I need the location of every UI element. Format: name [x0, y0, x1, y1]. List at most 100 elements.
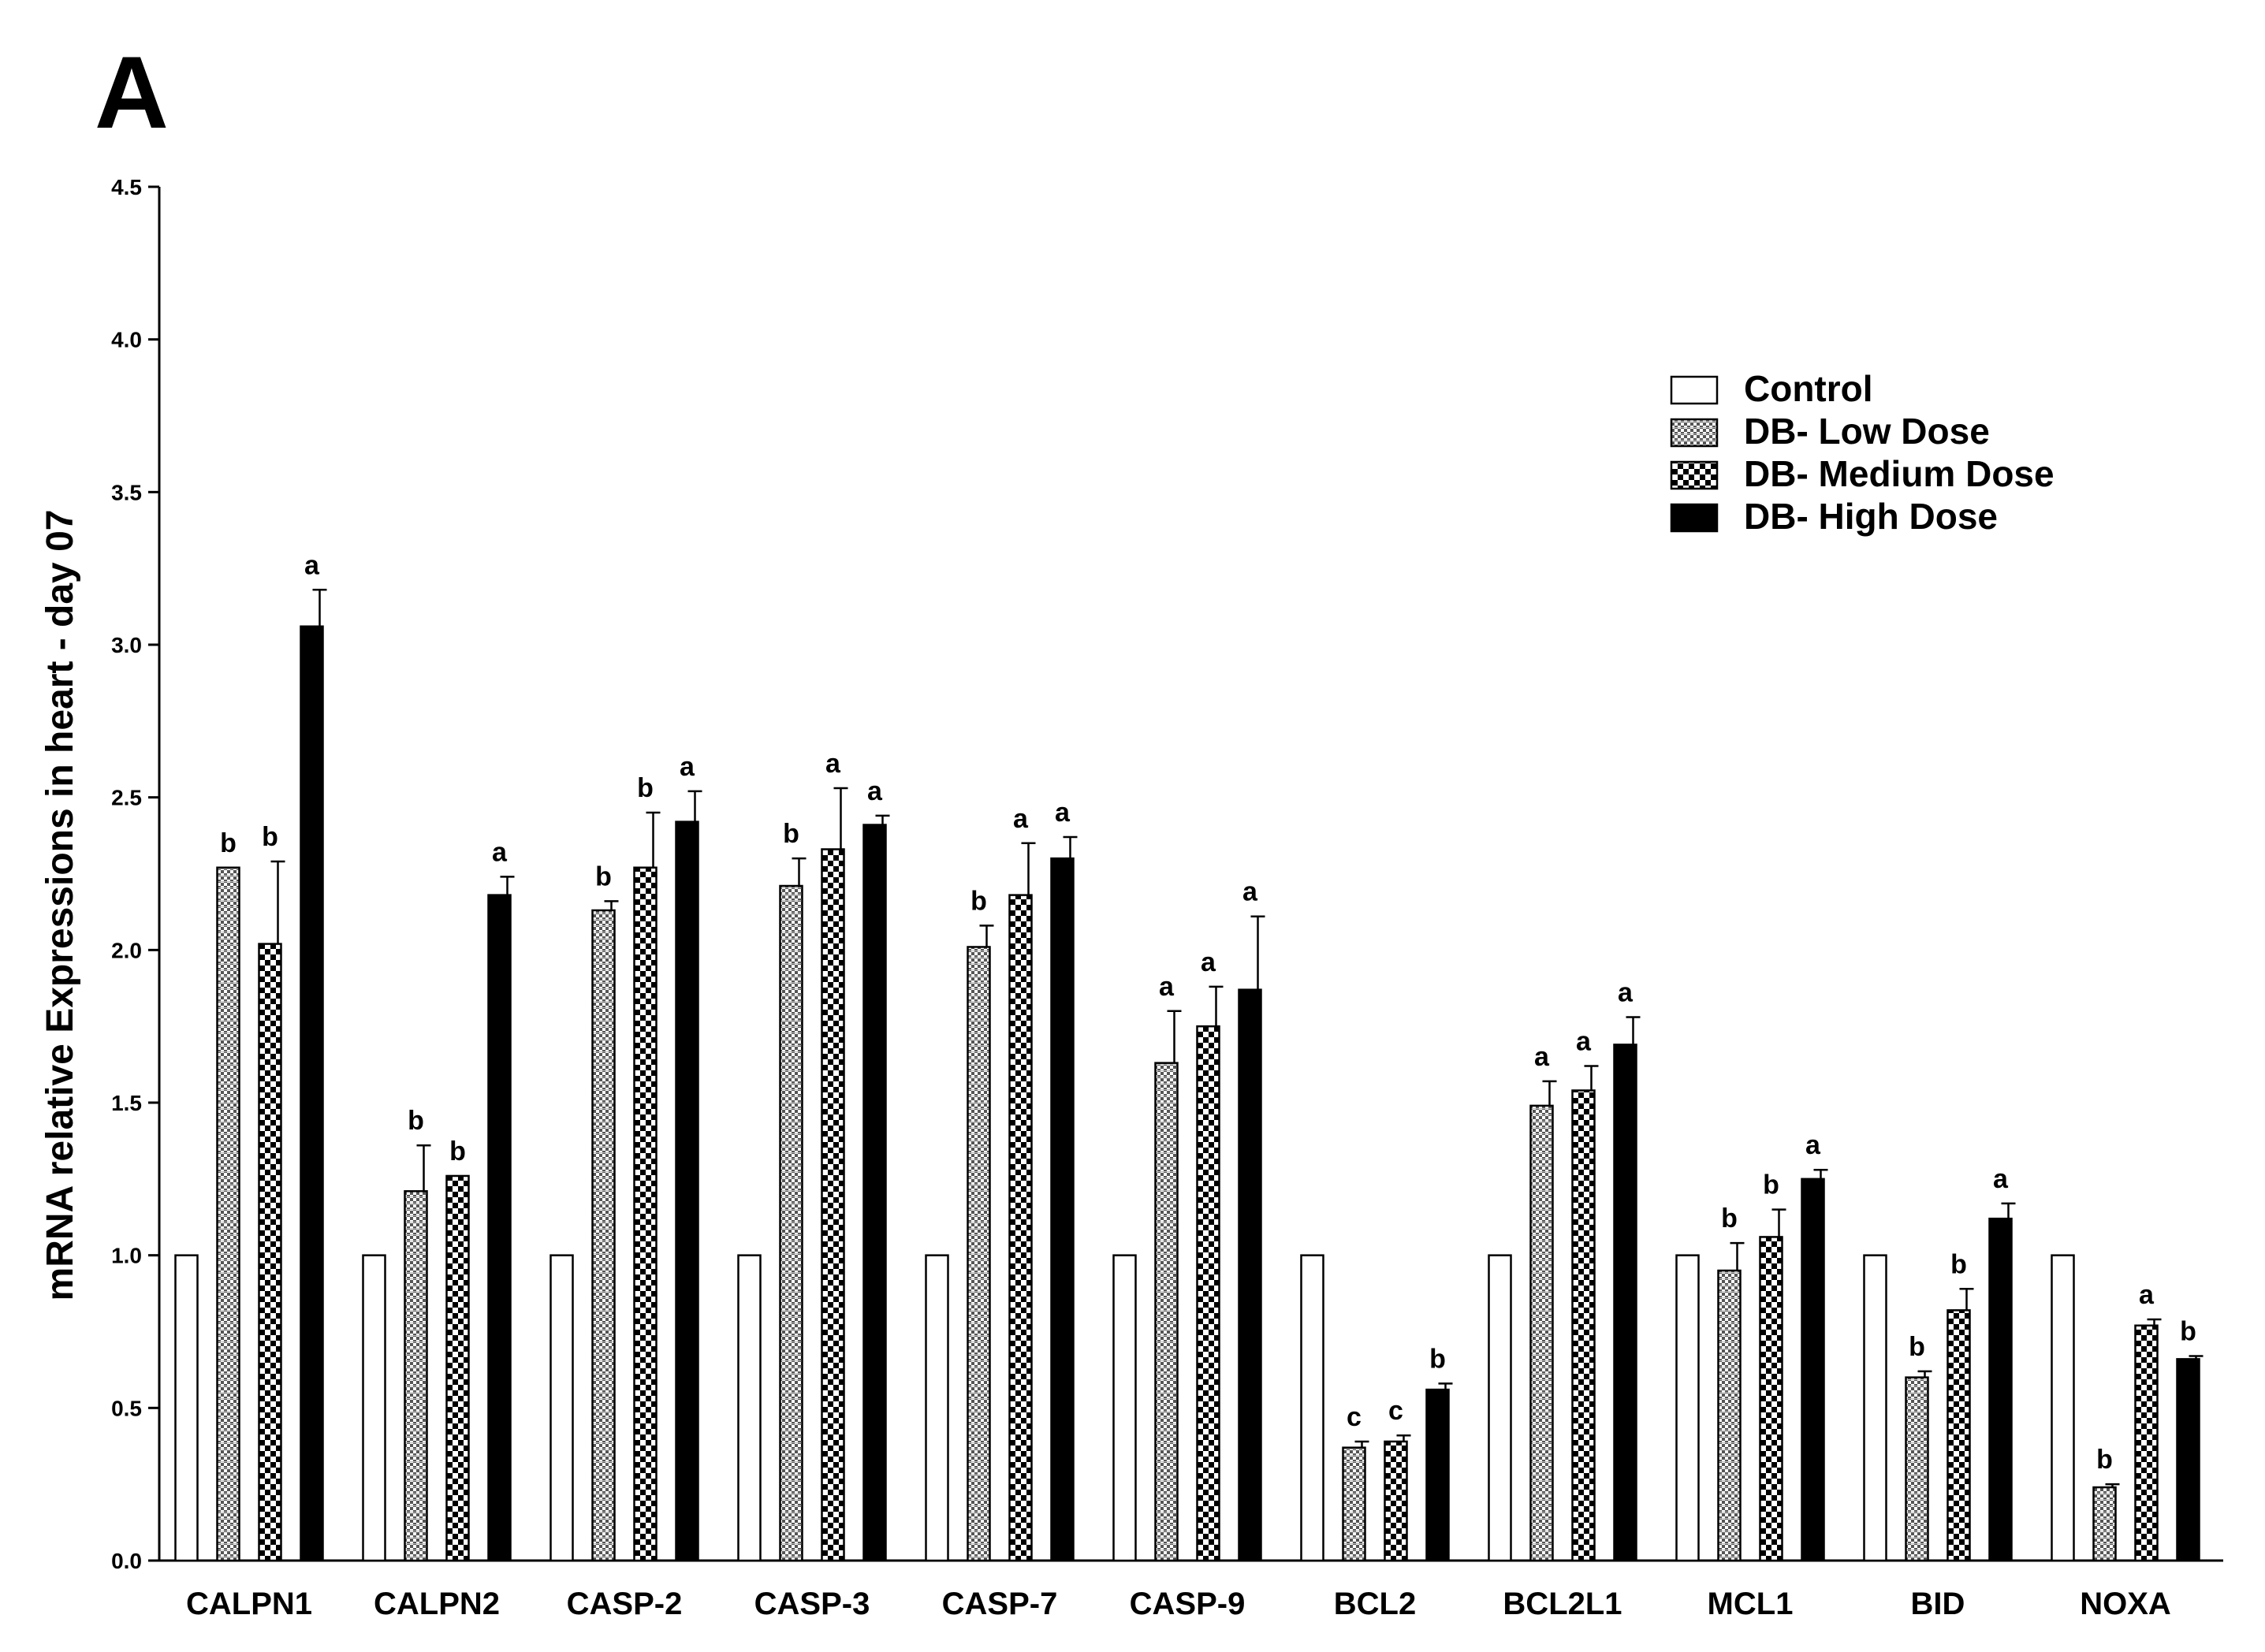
bar-calpn1-3: [300, 625, 324, 1562]
significance-label: b: [2180, 1316, 2196, 1346]
bar-mcl1-0: [1675, 1254, 1700, 1562]
bar-noxa-1: [2092, 1486, 2117, 1562]
bar-noxa-3: [2176, 1358, 2200, 1562]
bar-calpn2-2: [445, 1174, 470, 1562]
significance-label: a: [680, 752, 695, 782]
bar-casp-3-0: [737, 1254, 762, 1562]
bar-bcl2l1-0: [1488, 1254, 1512, 1562]
bar-casp-3-2: [821, 848, 845, 1562]
significance-label: a: [1201, 947, 1216, 977]
x-category-label: BID: [1911, 1587, 1965, 1621]
significance-label: a: [1534, 1042, 1550, 1072]
y-tick-label: 4.0: [111, 328, 142, 352]
significance-label: b: [408, 1106, 424, 1136]
y-tick-label: 1.0: [111, 1244, 142, 1268]
y-axis-label: mRNA relative Expressions in heart - day…: [39, 510, 81, 1301]
bar-casp-9-3: [1238, 988, 1262, 1562]
significance-label: b: [637, 773, 654, 803]
bar-casp-9-2: [1196, 1025, 1220, 1562]
significance-label: a: [825, 749, 841, 779]
y-tick-label: 0.5: [111, 1396, 142, 1420]
bar-bcl2l1-2: [1571, 1089, 1596, 1562]
bar-calpn2-3: [487, 894, 512, 1562]
significance-label: a: [492, 837, 508, 867]
bar-noxa-0: [2051, 1254, 2075, 1562]
bar-casp-2-0: [549, 1254, 574, 1562]
bar-bcl2-3: [1425, 1388, 1450, 1562]
bar-calpn1-2: [258, 943, 282, 1562]
significance-label: a: [1618, 978, 1634, 1008]
bar-bcl2l1-1: [1529, 1104, 1554, 1562]
y-tick-label: 0.0: [111, 1549, 142, 1573]
bar-casp-3-3: [862, 824, 887, 1562]
significance-label: a: [1993, 1164, 2009, 1194]
significance-label: a: [2139, 1280, 2155, 1310]
significance-label: b: [1909, 1332, 1925, 1362]
significance-label: a: [1242, 877, 1258, 907]
significance-label: c: [1388, 1396, 1403, 1426]
significance-label: b: [1429, 1344, 1446, 1374]
x-category-label: NOXA: [2080, 1587, 2171, 1621]
significance-label: b: [1721, 1204, 1738, 1233]
bar-bid-2: [1946, 1309, 1971, 1562]
legend-label: DB- Low Dose: [1744, 411, 1990, 452]
significance-label: b: [783, 819, 799, 849]
y-tick-label: 2.0: [111, 938, 142, 962]
bar-mcl1-1: [1717, 1269, 1742, 1562]
bar-noxa-2: [2134, 1324, 2159, 1562]
y-tick-label: 2.5: [111, 786, 142, 810]
significance-label: a: [867, 776, 883, 806]
bar-casp-7-3: [1050, 857, 1075, 1562]
x-category-label: CASP-3: [754, 1587, 870, 1621]
legend-swatch: [1670, 503, 1719, 533]
significance-label: a: [1576, 1027, 1592, 1057]
significance-label: b: [220, 828, 237, 858]
bar-casp-7-0: [925, 1254, 949, 1562]
legend-label: Control: [1744, 368, 1873, 409]
bar-bcl2-2: [1384, 1440, 1408, 1562]
legend-swatch: [1670, 460, 1719, 490]
significance-label: a: [1055, 798, 1071, 828]
bar-casp-3-1: [779, 884, 803, 1562]
bar-casp-2-2: [633, 866, 658, 1562]
significance-label: b: [595, 861, 612, 891]
y-tick-label: 3.0: [111, 633, 142, 657]
bar-casp-2-3: [675, 820, 699, 1562]
y-tick-label: 1.5: [111, 1091, 142, 1115]
significance-label: a: [1013, 804, 1029, 834]
bar-bcl2l1-3: [1613, 1044, 1637, 1562]
bar-calpn2-1: [404, 1190, 428, 1562]
legend-swatch: [1670, 418, 1719, 448]
significance-label: a: [304, 550, 320, 580]
y-tick-label: 4.5: [111, 175, 142, 199]
significance-label: c: [1347, 1402, 1362, 1432]
x-category-label: CASP-2: [567, 1587, 683, 1621]
bar-bcl2-1: [1342, 1446, 1366, 1562]
x-category-label: CALPN2: [374, 1587, 500, 1621]
bar-calpn1-1: [216, 866, 240, 1562]
significance-label: b: [2096, 1445, 2113, 1475]
legend-label: DB- Medium Dose: [1744, 453, 2055, 494]
bar-casp-7-1: [967, 946, 991, 1562]
significance-label: b: [262, 822, 278, 852]
bar-bid-3: [1988, 1217, 2013, 1562]
x-category-label: CASP-9: [1130, 1587, 1246, 1621]
bar-bid-1: [1905, 1376, 1929, 1562]
legend-label: DB- High Dose: [1744, 496, 1998, 537]
significance-label: b: [1950, 1249, 1967, 1279]
bar-casp-2-1: [591, 909, 616, 1562]
significance-label: b: [1763, 1170, 1779, 1200]
x-category-label: BCL2: [1334, 1587, 1416, 1621]
x-category-label: CALPN1: [186, 1587, 312, 1621]
x-category-label: CASP-7: [942, 1587, 1058, 1621]
panel-label: A: [95, 35, 169, 150]
significance-label: a: [1805, 1130, 1821, 1160]
bar-bid-0: [1863, 1254, 1887, 1562]
bar-bcl2-0: [1300, 1254, 1324, 1562]
x-category-label: BCL2L1: [1503, 1587, 1622, 1621]
bar-mcl1-2: [1759, 1236, 1783, 1562]
bar-casp-7-2: [1008, 894, 1033, 1562]
bar-casp-9-1: [1154, 1062, 1179, 1562]
